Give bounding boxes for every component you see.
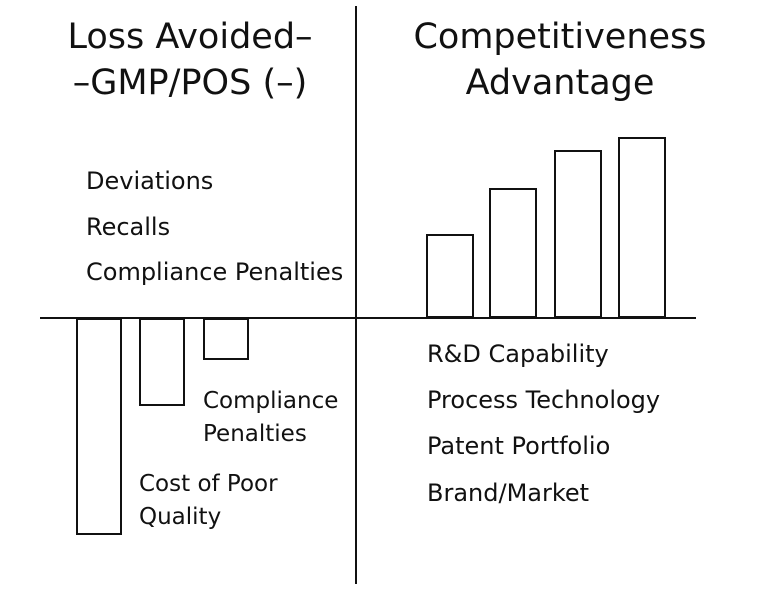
left-item-deviations: Deviations bbox=[86, 167, 214, 195]
bar-label-cost-of-poor-quality: Cost of Poor Quality bbox=[139, 468, 278, 534]
right-title-line2: Advantage bbox=[465, 63, 655, 103]
right-item-process-technology: Process Technology bbox=[427, 386, 661, 414]
left-title-line2: –GMP/POS (–) bbox=[72, 63, 308, 103]
left-item-recalls: Recalls bbox=[86, 213, 171, 241]
bar-label-cost-line1: Cost of Poor bbox=[139, 471, 278, 497]
loss-bar bbox=[139, 318, 185, 406]
competitiveness-bar bbox=[426, 234, 474, 318]
competitiveness-bar bbox=[554, 150, 602, 318]
right-item-brand-market: Brand/Market bbox=[427, 479, 590, 507]
left-item-compliance-penalties: Compliance Penalties bbox=[86, 258, 344, 286]
right-item-rd-capability: R&D Capability bbox=[427, 340, 609, 368]
loss-bar bbox=[203, 318, 249, 360]
horizontal-baseline bbox=[40, 317, 696, 319]
bar-label-cost-line2: Quality bbox=[139, 504, 222, 530]
right-item-patent-portfolio: Patent Portfolio bbox=[427, 432, 611, 460]
bar-label-compliance-line1: Compliance bbox=[203, 388, 339, 414]
loss-bar bbox=[76, 318, 122, 535]
left-panel-title: Loss Avoided– –GMP/POS (–) bbox=[30, 14, 350, 106]
right-panel-title: Competitiveness Advantage bbox=[385, 14, 735, 106]
vertical-divider bbox=[355, 6, 357, 584]
left-title-line1: Loss Avoided– bbox=[67, 17, 313, 57]
right-title-line1: Competitiveness bbox=[413, 17, 707, 57]
competitiveness-bar bbox=[618, 137, 666, 318]
bar-label-compliance-penalties: Compliance Penalties bbox=[203, 385, 338, 451]
competitiveness-bar bbox=[489, 188, 537, 318]
bar-label-compliance-line2: Penalties bbox=[203, 421, 307, 447]
